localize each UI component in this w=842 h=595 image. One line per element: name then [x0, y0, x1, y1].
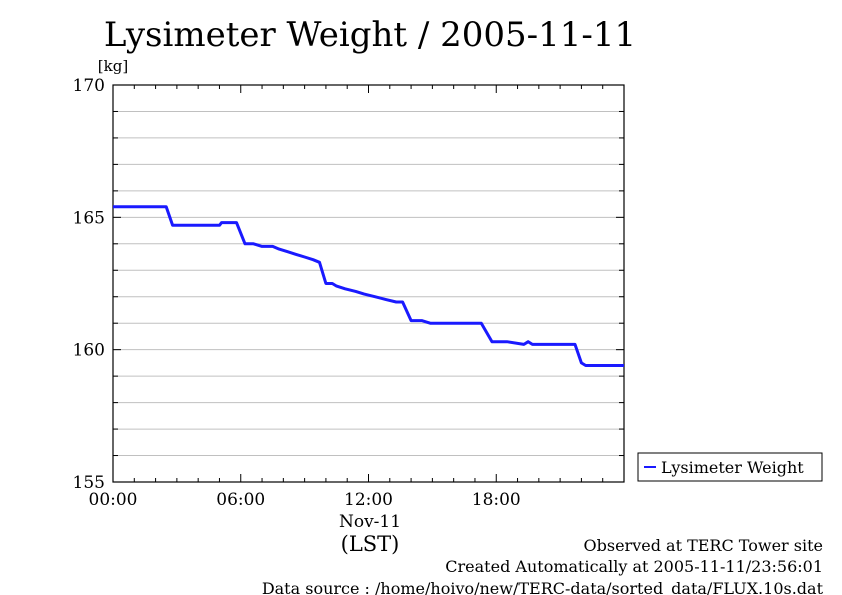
legend-box: [637, 452, 823, 482]
x-axis-title: (LST): [341, 532, 400, 556]
plot-frame: [112, 84, 625, 483]
footer-data-source: Data source : /home/hoivo/new/TERC-data/…: [262, 579, 824, 595]
y-axis-unit-label: [kg]: [98, 57, 128, 75]
legend: Lysimeter Weight: [637, 452, 823, 482]
x-axis-date-label: Nov-11: [339, 512, 401, 532]
legend-label-lysimeter-weight: Lysimeter Weight: [661, 458, 804, 477]
series-line-lysimeter-weight: [113, 205, 624, 367]
y-tick-label: 160: [73, 341, 105, 361]
footer-observed-site: Observed at TERC Tower site: [584, 536, 824, 555]
x-tick-label: 18:00: [472, 490, 521, 510]
y-tick-label: 170: [73, 76, 105, 96]
chart-title: Lysimeter Weight / 2005-11-11: [104, 15, 636, 55]
x-tick-label: 00:00: [89, 490, 138, 510]
x-axis-ticks: 00:00 06:00 12:00 18:00: [89, 85, 625, 510]
grid-lines: [113, 110, 624, 457]
footer-created-timestamp: Created Automatically at 2005-11-11/23:5…: [445, 557, 823, 576]
y-tick-label: 165: [73, 208, 105, 228]
y-tick-label: 155: [73, 473, 105, 493]
series-layer: [113, 205, 624, 367]
y-axis-ticks: 170 165 160 155: [73, 76, 624, 493]
x-tick-label: 06:00: [216, 490, 265, 510]
x-tick-label: 12:00: [344, 490, 393, 510]
